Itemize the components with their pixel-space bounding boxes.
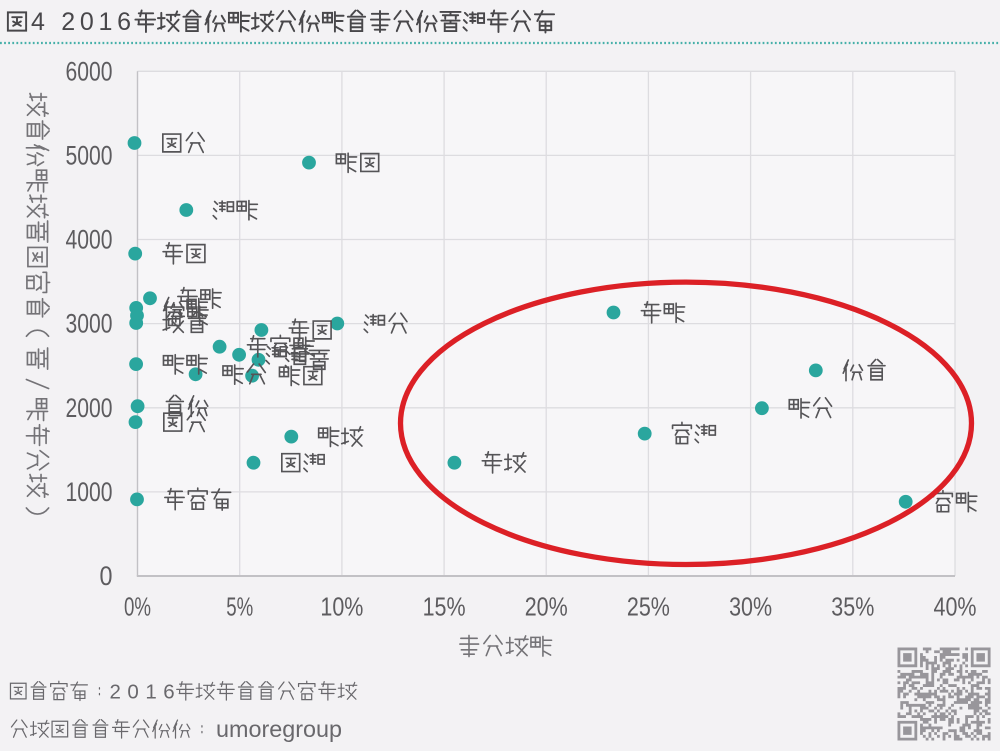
- svg-text:5%: 5%: [226, 592, 253, 622]
- svg-text:35%: 35%: [831, 592, 874, 622]
- svg-text:40%: 40%: [934, 592, 977, 622]
- svg-text:15%: 15%: [423, 592, 466, 622]
- svg-text:10%: 10%: [320, 592, 363, 622]
- svg-text:5000: 5000: [66, 140, 113, 170]
- svg-text:umoregroup: umoregroup: [216, 716, 342, 742]
- svg-text:30%: 30%: [729, 592, 772, 622]
- svg-text:4000: 4000: [66, 225, 113, 255]
- svg-text:20%: 20%: [525, 592, 568, 622]
- svg-text:25%: 25%: [627, 592, 670, 622]
- svg-text:6000: 6000: [66, 56, 113, 86]
- svg-text:0%: 0%: [124, 592, 151, 622]
- svg-text:1000: 1000: [66, 477, 113, 507]
- svg-text:3000: 3000: [66, 309, 113, 339]
- svg-text:2000: 2000: [66, 393, 113, 423]
- svg-text:0: 0: [100, 561, 113, 591]
